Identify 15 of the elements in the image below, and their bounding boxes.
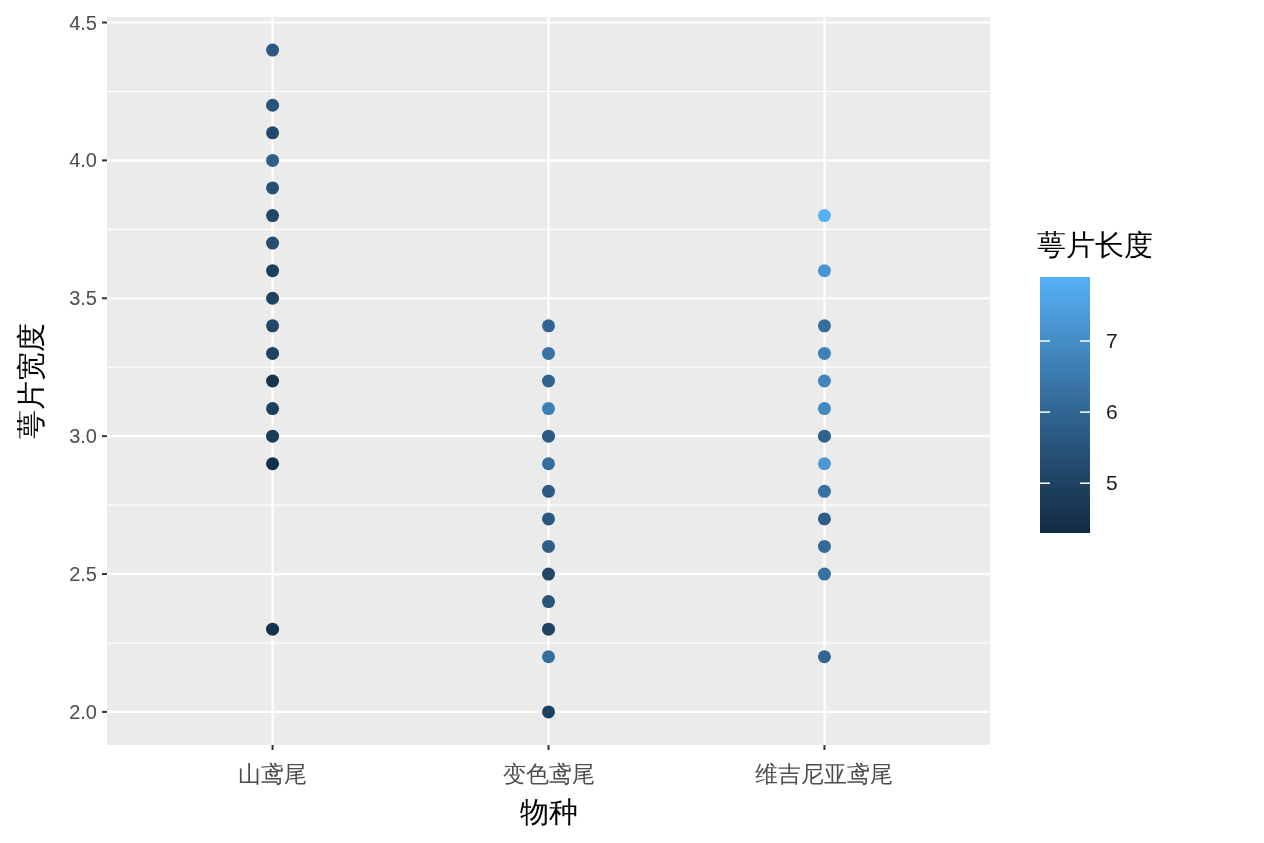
color-bar-title: 萼片长度 [1037, 229, 1153, 261]
x-axis-title: 物种 [519, 796, 578, 828]
y-tick-label: 4.0 [69, 149, 97, 172]
y-tick-label: 4.5 [69, 11, 97, 34]
x-tick-label: 维吉尼亚鸢尾 [755, 761, 894, 787]
y-axis-title: 萼片宽度 [15, 323, 47, 439]
y-tick-label: 2.5 [69, 563, 97, 586]
color-bar-label: 5 [1106, 471, 1118, 495]
y-tick-label: 3.5 [69, 287, 97, 310]
color-bar-label: 6 [1106, 400, 1118, 424]
color-bar-label: 7 [1106, 329, 1118, 352]
x-tick-label: 山鸢尾 [238, 761, 308, 787]
x-tick-label: 变色鸢尾 [502, 761, 595, 787]
y-tick-label: 2.0 [69, 700, 97, 723]
y-tick-label: 3.0 [69, 425, 97, 448]
